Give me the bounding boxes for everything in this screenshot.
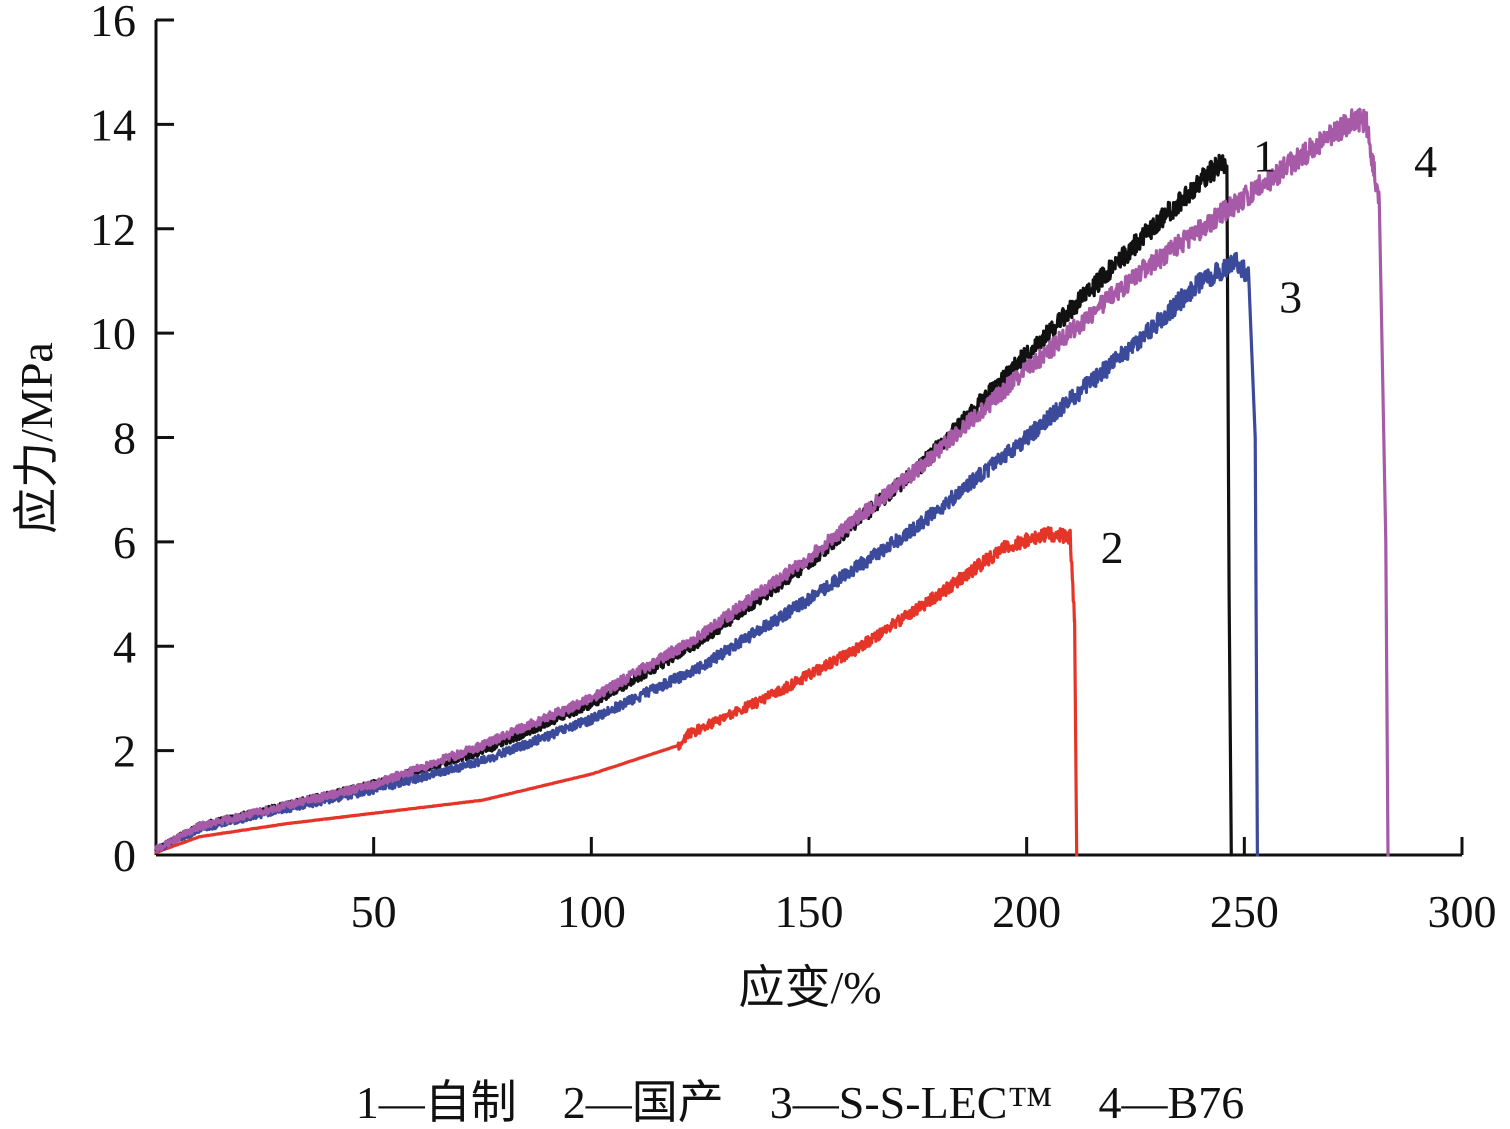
series-line-4 [154, 107, 1390, 857]
x-tick-label: 300 [1428, 886, 1497, 937]
y-tick-label: 4 [113, 621, 136, 672]
curve-labels: 1 2 3 4 [1101, 131, 1437, 573]
y-tick-label: 0 [113, 830, 136, 881]
series-label-2: 2 [1101, 522, 1124, 573]
x-axis-title: 应变/% [738, 962, 881, 1013]
y-tick-label: 6 [113, 517, 136, 568]
y-tick-label: 12 [90, 204, 136, 255]
y-tick-label: 10 [90, 308, 136, 359]
y-tick-label: 2 [113, 726, 136, 777]
legend: 1—自制 2—国产 3—S-S-LEC™ 4—B76 [356, 1077, 1244, 1128]
series-line-2 [154, 526, 1079, 857]
y-axis-title: 应力/MPa [11, 342, 62, 534]
y-tick-label: 14 [90, 99, 136, 150]
series-layer [154, 107, 1390, 857]
series-line-3 [154, 251, 1259, 857]
series-line-1 [154, 153, 1233, 857]
series-label-3: 3 [1279, 272, 1302, 323]
series-label-1: 1 [1253, 131, 1276, 182]
x-tick-label: 50 [351, 886, 397, 937]
y-tick-label: 8 [113, 413, 136, 464]
y-tick-label: 16 [90, 0, 136, 46]
series-label-4: 4 [1414, 136, 1437, 187]
x-tick-label: 150 [775, 886, 844, 937]
x-tick-label: 250 [1210, 886, 1279, 937]
x-tick-label: 100 [557, 886, 626, 937]
x-tick-label: 200 [992, 886, 1061, 937]
